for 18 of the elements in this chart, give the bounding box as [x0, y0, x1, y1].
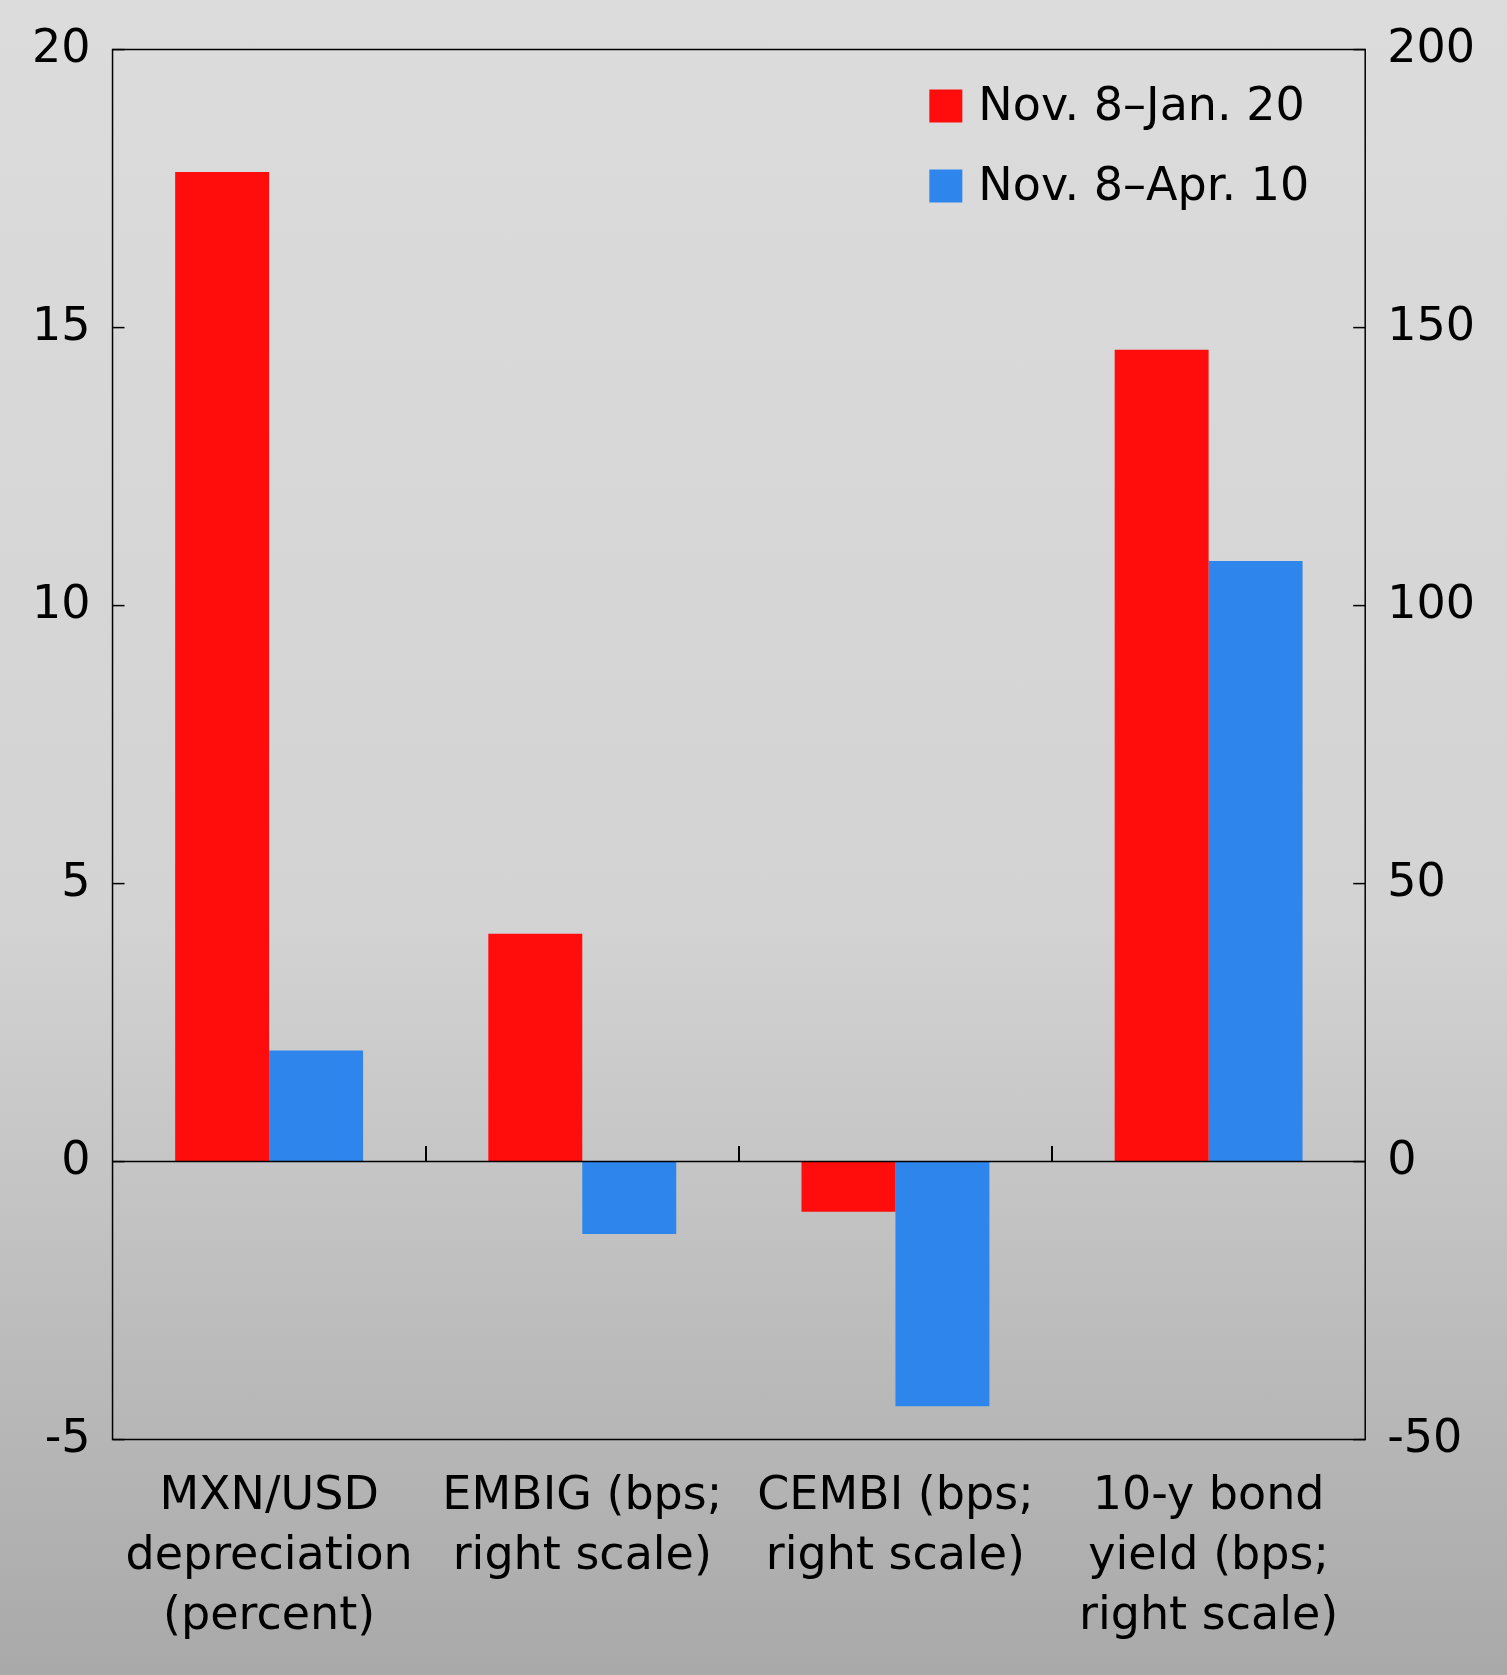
y2-tick-label: -50	[1387, 1408, 1463, 1463]
x-tick-label: MXN/USD depreciation (percent)	[125, 1466, 413, 1641]
y-tick-label: -5	[44, 1408, 91, 1463]
y2-tick-label: 200	[1387, 18, 1476, 73]
y2-tick-label: 0	[1387, 1130, 1417, 1185]
y2-tick-label: 150	[1387, 296, 1476, 351]
y-tick-label: 10	[31, 574, 91, 629]
y2-tick-label: 50	[1387, 852, 1446, 907]
y-tick-label: 0	[61, 1130, 91, 1185]
x-tick-label: 10-y bond yield (bps; right scale)	[1079, 1466, 1339, 1641]
x-tick-label: CEMBI (bps; right scale)	[757, 1466, 1034, 1581]
legend-label: Nov. 8–Jan. 20	[978, 76, 1305, 131]
y-tick-label: 5	[61, 852, 91, 907]
x-tick-label: EMBIG (bps; right scale)	[442, 1466, 723, 1581]
y-tick-label: 15	[31, 296, 91, 351]
legend-label: Nov. 8–Apr. 10	[978, 156, 1310, 211]
y2-tick-label: 100	[1387, 574, 1476, 629]
y-tick-label: 20	[31, 18, 91, 73]
